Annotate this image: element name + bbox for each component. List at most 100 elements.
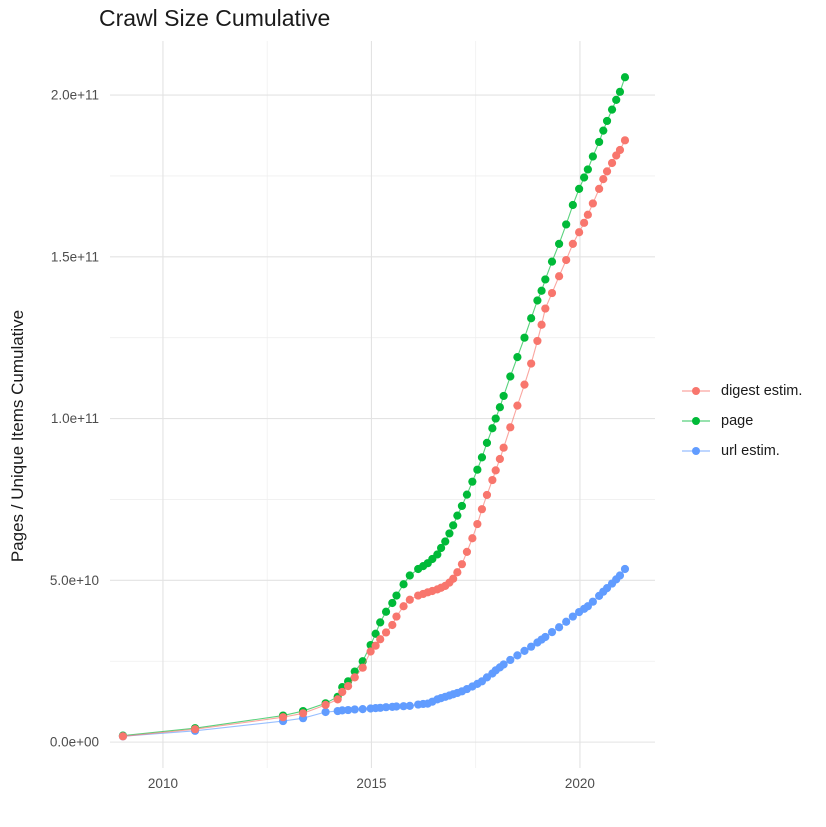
- data-point-digest-estim: [580, 218, 589, 227]
- data-point-page: [588, 152, 597, 161]
- data-point-url-estim: [520, 646, 529, 655]
- legend-key-url-icon: [682, 447, 710, 455]
- data-point-page: [449, 521, 458, 530]
- data-point-page: [473, 465, 482, 474]
- data-point-page: [371, 629, 380, 638]
- data-point-digest-estim: [298, 709, 308, 718]
- data-point-digest-estim: [343, 682, 353, 691]
- data-point-digest-estim: [607, 158, 617, 168]
- data-point-digest-estim: [462, 547, 472, 556]
- data-point-digest-estim: [620, 136, 630, 145]
- data-point-page: [388, 598, 397, 608]
- y-tick-label: 5.0e+10: [50, 573, 99, 588]
- data-point-url-estim: [399, 702, 408, 711]
- legend-label-digest-estim: digest estim.: [721, 383, 803, 399]
- data-point-page: [527, 314, 536, 323]
- data-point-page: [595, 137, 604, 147]
- legend-item-page: page: [681, 406, 802, 436]
- data-point-page: [488, 424, 497, 433]
- data-point-digest-estim: [527, 359, 536, 368]
- data-point-page: [433, 550, 442, 559]
- data-point-url-estim: [392, 702, 401, 711]
- data-point-digest-estim: [468, 534, 477, 543]
- data-point-digest-estim: [533, 336, 542, 346]
- data-point-url-estim: [358, 705, 367, 714]
- data-point-page: [554, 239, 564, 248]
- data-point-digest-estim: [554, 272, 564, 281]
- data-point-page: [533, 296, 542, 305]
- data-point-page: [607, 105, 617, 114]
- data-point-url-estim: [547, 628, 557, 637]
- data-point-digest-estim: [388, 620, 397, 630]
- data-point-page: [612, 95, 621, 104]
- data-point-url-estim: [541, 632, 550, 642]
- data-point-page: [506, 372, 515, 381]
- y-tick-label: 1.0e+11: [51, 411, 99, 426]
- data-point-page: [547, 257, 557, 266]
- data-point-page: [537, 286, 546, 295]
- data-point-digest-estim: [588, 199, 597, 208]
- data-point-page: [462, 490, 472, 499]
- data-point-page: [562, 220, 571, 229]
- data-point-url-estim: [527, 642, 536, 651]
- x-tick-label: 2010: [148, 776, 178, 791]
- data-point-digest-estim: [371, 641, 380, 650]
- data-point-digest-estim: [602, 167, 612, 176]
- legend-key-page-icon: [682, 417, 710, 425]
- data-point-url-estim: [620, 564, 630, 574]
- data-point-digest-estim: [321, 700, 330, 710]
- data-point-page: [583, 165, 592, 174]
- data-point-page: [445, 529, 454, 538]
- data-point-url-estim: [405, 701, 414, 710]
- data-point-digest-estim: [477, 505, 487, 514]
- data-point-digest-estim: [595, 184, 604, 193]
- data-point-page: [541, 275, 550, 284]
- y-tick-label: 1.5e+11: [51, 249, 99, 264]
- legend-label-url-estim: url estim.: [721, 443, 780, 459]
- series-digest-estim: [118, 136, 630, 741]
- data-point-page: [376, 618, 385, 627]
- data-point-url-estim: [615, 571, 625, 580]
- data-point-digest-estim: [473, 519, 482, 529]
- data-point-digest-estim: [506, 423, 515, 432]
- data-point-url-estim: [513, 651, 522, 660]
- data-point-page: [436, 543, 446, 553]
- y-tick-label: 2.0e+11: [51, 88, 99, 103]
- data-point-url-estim: [381, 703, 391, 712]
- data-point-digest-estim: [575, 228, 584, 237]
- data-point-digest-estim: [366, 647, 375, 656]
- data-point-digest-estim: [190, 725, 200, 734]
- data-point-page: [495, 403, 504, 412]
- legend-item-url-estim: url estim.: [681, 436, 802, 466]
- data-point-page: [392, 591, 401, 600]
- data-point-digest-estim: [583, 210, 592, 219]
- data-point-digest-estim: [568, 239, 577, 248]
- data-point-page: [568, 200, 577, 210]
- legend-label-page: page: [721, 413, 754, 429]
- data-point-page: [520, 333, 529, 342]
- series-page: [118, 73, 630, 740]
- data-point-digest-estim: [457, 560, 467, 569]
- data-point-url-estim: [338, 706, 347, 715]
- data-point-url-estim: [506, 655, 515, 665]
- data-point-page: [399, 580, 408, 589]
- data-point-digest-estim: [358, 663, 367, 672]
- data-point-digest-estim: [453, 568, 462, 577]
- data-point-digest-estim: [338, 687, 347, 697]
- legend-key-digest-icon: [682, 387, 710, 395]
- legend-item-digest-estim: digest estim.: [681, 376, 802, 406]
- data-point-page: [602, 116, 612, 126]
- data-point-page: [491, 414, 500, 423]
- data-point-url-estim: [321, 707, 330, 717]
- legend: digest estim. page url estim.: [681, 376, 802, 466]
- data-point-digest-estim: [615, 145, 625, 155]
- data-point-page: [381, 607, 391, 616]
- data-point-digest-estim: [392, 612, 401, 621]
- data-point-digest-estim: [278, 713, 288, 722]
- data-point-digest-estim: [520, 380, 529, 389]
- data-point-url-estim: [554, 623, 564, 632]
- data-point-digest-estim: [449, 574, 458, 583]
- data-point-page: [477, 453, 487, 462]
